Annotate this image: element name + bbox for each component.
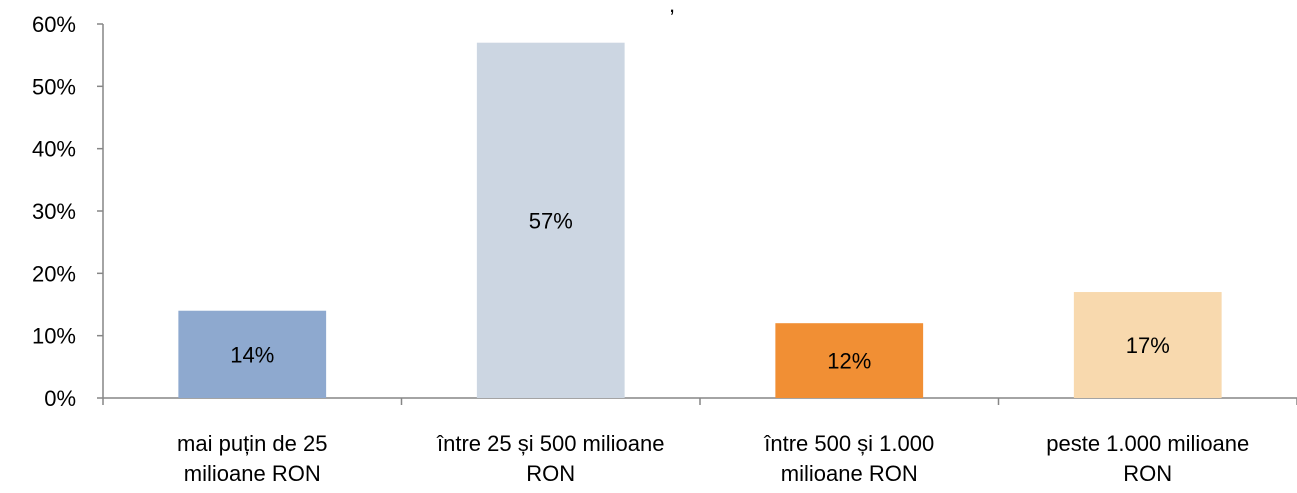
category-label: milioane RON — [781, 461, 918, 486]
bar — [775, 323, 924, 398]
data-label: 17% — [1126, 333, 1170, 358]
category-label: milioane RON — [184, 461, 321, 486]
y-tick-label: 20% — [32, 261, 76, 286]
chart-title: , — [669, 0, 675, 17]
bar — [1073, 292, 1222, 398]
y-tick-label: 40% — [32, 137, 76, 162]
bar — [178, 310, 327, 398]
data-label: 57% — [529, 208, 573, 233]
data-label: 14% — [230, 342, 274, 367]
y-tick-label: 30% — [32, 199, 76, 224]
category-label: RON — [526, 461, 575, 486]
y-tick-label: 50% — [32, 74, 76, 99]
category-label: între 500 și 1.000 — [763, 431, 934, 456]
y-tick-label: 10% — [32, 324, 76, 349]
data-label: 12% — [827, 349, 871, 374]
category-label: între 25 și 500 milioane — [436, 431, 664, 456]
y-tick-label: 0% — [44, 386, 76, 411]
bar — [476, 42, 625, 398]
category-label: mai puțin de 25 — [177, 431, 327, 456]
category-label: RON — [1123, 461, 1172, 486]
category-label: peste 1.000 milioane — [1046, 431, 1249, 456]
y-tick-label: 60% — [32, 12, 76, 37]
